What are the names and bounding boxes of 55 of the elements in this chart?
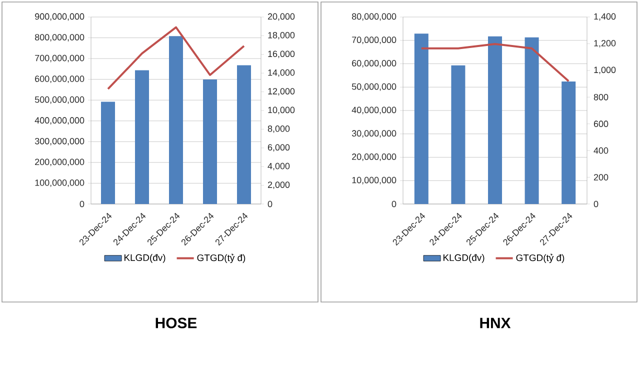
y2-tick-label: 600 <box>594 120 608 128</box>
y2-tick-label: 0 <box>268 200 272 208</box>
y-tick-label: 400,000,000 <box>34 117 84 125</box>
y2-tick-label: 400 <box>594 147 608 154</box>
bar <box>237 65 251 204</box>
bar <box>101 102 116 204</box>
bar <box>524 37 539 204</box>
y-tick-label: 10,000,000 <box>352 176 396 184</box>
y-tick-label: 300,000,000 <box>34 138 84 146</box>
y-tick-label: 900,000,000 <box>35 13 84 21</box>
y2-tick-label: 16,000 <box>268 50 295 58</box>
bar <box>488 36 502 204</box>
y-tick-label: 70,000,000 <box>352 36 396 44</box>
y2-tick-label: 0 <box>594 200 598 208</box>
bar <box>169 36 184 204</box>
legend-label: GTGD(tỷ đ) <box>516 254 564 264</box>
y-tick-label: 200,000,000 <box>35 158 84 166</box>
y2-tick-label: 800 <box>594 94 608 100</box>
y2-tick-label: 18,000 <box>268 32 295 40</box>
y2-tick-label: 1,000 <box>594 66 616 74</box>
legend-label: KLGD(đv) <box>444 254 484 263</box>
y-tick-label: 30,000,000 <box>352 130 396 138</box>
y2-tick-label: 200 <box>594 174 608 180</box>
y-tick-label: 0 <box>392 200 396 208</box>
y-tick-label: 60,000,000 <box>352 60 396 68</box>
y-tick-label: 20,000,000 <box>352 154 396 161</box>
bar <box>562 82 576 204</box>
line-series <box>107 26 246 90</box>
bar <box>135 70 150 204</box>
y2-tick-label: 12,000 <box>268 88 295 96</box>
y-tick-label: 600,000,000 <box>35 76 84 84</box>
y2-tick-label: 8,000 <box>268 125 290 133</box>
legend-label: GTGD(tỷ đ) <box>197 254 246 264</box>
bar <box>414 34 428 204</box>
y2-tick-label: 1,400 <box>594 13 616 21</box>
y2-tick-label: 2,000 <box>268 182 290 189</box>
bar <box>451 65 466 204</box>
y2-tick-label: 4,000 <box>268 162 290 170</box>
y2-tick-label: 14,000 <box>268 69 295 77</box>
y-tick-label: 100,000,000 <box>35 180 84 187</box>
y2-tick-label: 1,200 <box>594 40 616 48</box>
text: HOSE <box>156 318 197 328</box>
text: HNX <box>480 318 511 328</box>
y-tick-label: 80,000,000 <box>352 13 396 21</box>
y2-tick-label: 6,000 <box>268 144 290 152</box>
y-tick-label: 40,000,000 <box>352 106 396 114</box>
y-tick-label: 800,000,000 <box>35 34 84 42</box>
y2-tick-label: 10,000 <box>268 106 295 114</box>
y-tick-label: 700,000,000 <box>35 54 84 62</box>
y2-tick-label: 20,000 <box>268 13 295 21</box>
bar <box>203 80 218 204</box>
legend-label: KLGD(đv) <box>124 254 166 263</box>
y-tick-label: 500,000,000 <box>34 96 84 104</box>
y-tick-label: 50,000,000 <box>352 83 396 91</box>
y-tick-label: 0 <box>80 200 84 208</box>
